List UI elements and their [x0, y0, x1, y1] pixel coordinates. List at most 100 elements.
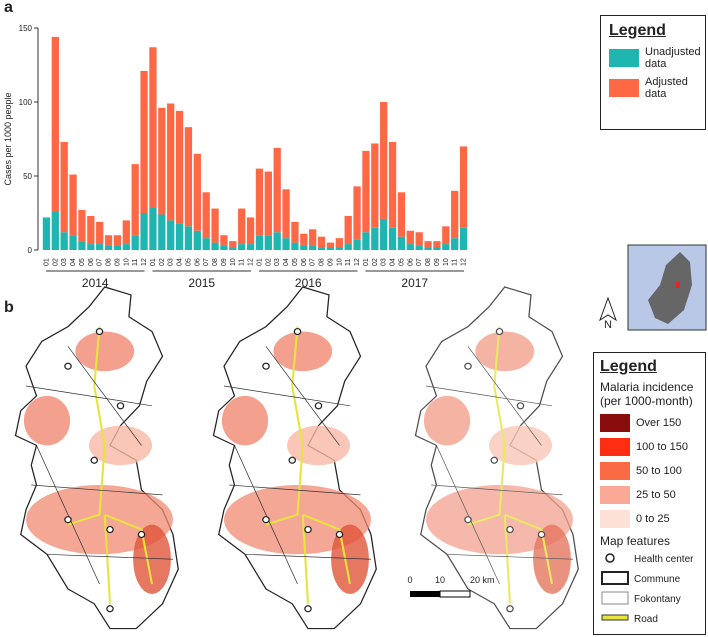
scale-bar: [410, 591, 440, 597]
x-tick-label: 02: [265, 258, 272, 266]
bar-segment: [238, 208, 246, 245]
x-tick-label: 09: [114, 258, 121, 266]
legend-label: Adjusted data: [645, 76, 688, 100]
legend-label: Fokontany: [634, 594, 681, 605]
legend-item: 50 to 100: [600, 462, 699, 480]
legend: Legend Unadjusted data Adjusted data: [600, 15, 706, 130]
bar-segment: [397, 236, 406, 250]
bar-segment: [184, 226, 193, 250]
class-list: Over 150 100 to 150 50 to 100 25 to 50 0 to …: [600, 414, 699, 528]
bar-segment: [415, 245, 423, 250]
legend-swatch: [609, 49, 639, 67]
bar-segment: [371, 143, 379, 228]
legend-item: Unadjusted data: [609, 46, 701, 70]
bar-segment: [211, 242, 219, 250]
bar-segment: [264, 235, 272, 250]
inset-area: [676, 282, 680, 288]
legend-icon: [600, 571, 630, 588]
legend-item: 0 to 25: [600, 510, 699, 528]
x-tick-label: 07: [203, 258, 210, 266]
bar-segment: [175, 110, 184, 224]
y-tick-label: 100: [19, 98, 33, 107]
bar-segment: [167, 103, 175, 221]
bar-segment: [433, 241, 441, 248]
scale-bar: [439, 590, 471, 598]
bar-segment: [380, 102, 388, 219]
bar-segment: [78, 241, 86, 250]
bar-segment: [220, 245, 228, 250]
bar-segment: [167, 220, 175, 250]
bar-segment: [87, 244, 95, 250]
bar-segment: [104, 245, 113, 250]
bar-segment: [229, 247, 237, 250]
bar-segment: [291, 221, 299, 243]
bar-segment: [193, 230, 201, 250]
bar-segment: [380, 218, 388, 250]
bar-segment: [42, 217, 51, 250]
bar-segment: [459, 146, 468, 228]
x-tick-label: 12: [461, 258, 468, 266]
bar-segment: [424, 247, 432, 250]
bar-segment: [158, 107, 166, 215]
x-tick-label: 02: [52, 258, 59, 266]
bar-segment: [229, 241, 237, 248]
bar-segment: [175, 223, 184, 250]
bar-segment: [246, 244, 255, 250]
bar-segment: [424, 241, 432, 248]
bar-segment: [149, 47, 157, 208]
legend-item: 100 to 150: [600, 438, 699, 456]
bar-segment: [238, 244, 246, 250]
x-tick-label: 07: [310, 258, 317, 266]
legend-subtitle: Malaria incidence (per 1000-month): [600, 380, 694, 408]
x-tick-label: 11: [452, 259, 459, 266]
legend-label: Health center: [634, 554, 694, 565]
north-arrow: [599, 296, 617, 322]
y-tick-label: 0: [28, 246, 33, 255]
legend-icon: [600, 551, 630, 568]
x-tick-label: 12: [354, 258, 361, 266]
bar-segment: [113, 235, 122, 246]
legend-subtitle: Map features: [600, 534, 671, 548]
x-tick-label: 04: [177, 258, 184, 266]
bar-segment: [300, 233, 308, 246]
bar-segment: [335, 238, 343, 248]
group-label: 2014: [82, 276, 109, 290]
bar-segment: [442, 244, 450, 250]
bar-segment: [140, 70, 148, 213]
x-tick-label: 11: [345, 259, 352, 266]
bar-segment: [202, 238, 210, 250]
x-tick-label: 09: [327, 258, 334, 266]
panel-label: a: [4, 0, 13, 16]
bar-segment: [51, 211, 59, 250]
bar-segment: [264, 171, 272, 236]
bar-segment: [113, 245, 122, 250]
x-tick-label: 03: [381, 258, 388, 266]
bar-segment: [344, 215, 352, 245]
legend-item: 25 to 50: [600, 486, 699, 504]
x-tick-label: 06: [194, 258, 201, 266]
legend-swatch: [600, 414, 630, 432]
bar-segment: [122, 244, 130, 250]
bar-segment: [149, 207, 157, 250]
bar-segment: [87, 215, 95, 245]
x-tick-label: 10: [443, 258, 450, 266]
x-tick-label: 04: [70, 258, 77, 266]
bar-segment: [96, 244, 104, 250]
x-tick-label: 06: [301, 258, 308, 266]
bar-segment: [282, 189, 290, 239]
bar-segment: [220, 235, 228, 246]
legend-label: 0 to 25: [636, 513, 670, 525]
group-label: 2015: [188, 276, 215, 290]
x-tick-label: 06: [88, 258, 95, 266]
bar-segment: [353, 186, 361, 240]
bar-segment: [282, 238, 290, 250]
bar-segment: [255, 168, 264, 236]
x-tick-label: 07: [97, 258, 104, 266]
legend-label: Commune: [634, 574, 681, 585]
bar-segment: [300, 245, 308, 250]
bar-segment: [96, 221, 104, 245]
legend-label: 50 to 100: [636, 465, 682, 477]
x-tick-label: 05: [292, 258, 299, 266]
y-tick-label: 50: [23, 172, 32, 181]
bar-segment: [317, 247, 326, 250]
